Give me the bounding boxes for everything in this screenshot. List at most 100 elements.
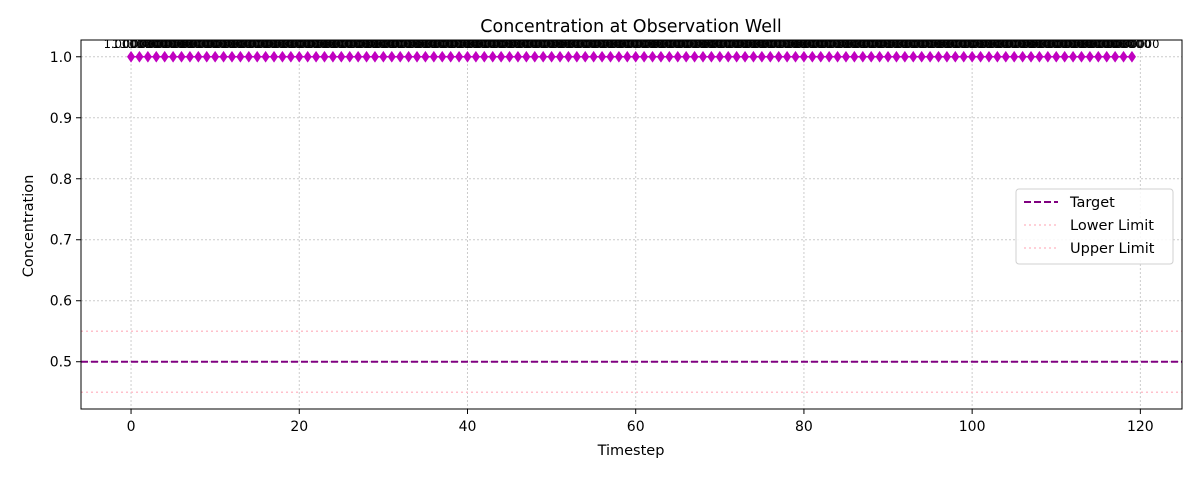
data-point — [530, 50, 539, 63]
data-label: 1.000000 — [1105, 37, 1160, 51]
data-point — [471, 50, 481, 63]
data-point — [774, 50, 783, 63]
data-point — [799, 50, 809, 63]
data-point — [354, 50, 363, 63]
data-point — [1127, 50, 1137, 63]
data-point — [412, 50, 422, 63]
data-point — [286, 50, 295, 63]
data-point — [909, 50, 918, 63]
data-point — [488, 50, 497, 63]
data-point — [656, 50, 666, 63]
data-point — [942, 50, 952, 63]
data-point — [194, 50, 203, 63]
data-point — [1060, 50, 1069, 63]
data-point — [160, 50, 169, 63]
x-tick-label: 0 — [127, 419, 136, 435]
data-point — [791, 50, 800, 63]
data-point — [673, 50, 682, 63]
data-point — [640, 50, 649, 63]
y-tick-label: 0.5 — [50, 355, 72, 371]
data-point — [1102, 50, 1111, 63]
data-point — [623, 50, 632, 63]
data-point — [370, 50, 380, 63]
data-point — [917, 50, 926, 63]
data-point — [724, 50, 733, 63]
data-point — [513, 50, 523, 63]
legend: Target Lower Limit Upper Limit — [1015, 188, 1174, 265]
data-point — [1018, 50, 1027, 63]
data-point — [900, 50, 909, 63]
data-point — [211, 50, 220, 63]
data-point — [269, 50, 279, 63]
data-point — [337, 50, 346, 63]
data-point — [749, 50, 758, 63]
data-point — [1010, 50, 1019, 63]
data-point — [867, 50, 876, 63]
data-point — [303, 50, 312, 63]
y-tick-label: 1.0 — [50, 50, 72, 66]
legend-entry: Upper Limit — [1070, 241, 1155, 257]
data-point — [757, 50, 766, 63]
data-point — [581, 50, 590, 63]
y-axis-label: Concentration — [21, 175, 37, 278]
data-point — [934, 50, 943, 63]
data-point — [219, 50, 228, 63]
data-point — [951, 50, 960, 63]
data-point — [168, 50, 178, 63]
data-point — [1068, 50, 1078, 63]
data-point — [555, 50, 565, 63]
data-point — [715, 50, 724, 63]
x-tick-label: 100 — [959, 419, 986, 435]
data-point — [429, 50, 438, 63]
data-point — [396, 50, 405, 63]
data-point — [597, 50, 607, 63]
data-point — [892, 50, 901, 63]
x-tick-label: 60 — [627, 419, 645, 435]
data-point — [446, 50, 455, 63]
data-point — [1001, 50, 1010, 63]
data-point — [539, 50, 548, 63]
data-point — [959, 50, 968, 63]
data-point — [1052, 50, 1061, 63]
data-point — [261, 50, 270, 63]
data-point — [589, 50, 598, 63]
data-point — [438, 50, 447, 63]
legend-entry: Lower Limit — [1070, 218, 1154, 234]
data-point — [858, 50, 867, 63]
data-point — [463, 50, 472, 63]
data-point — [1119, 50, 1128, 63]
data-point — [841, 50, 851, 63]
data-point — [480, 50, 489, 63]
data-point — [564, 50, 573, 63]
data-point — [135, 50, 144, 63]
data-point — [362, 50, 371, 63]
data-point — [505, 50, 514, 63]
data-point — [547, 50, 556, 63]
data-point — [631, 50, 640, 63]
data-point — [311, 50, 321, 63]
data-point — [1077, 50, 1086, 63]
data-point — [993, 50, 1002, 63]
data-point — [808, 50, 817, 63]
data-point — [404, 50, 413, 63]
data-point — [497, 50, 506, 63]
data-point — [1094, 50, 1103, 63]
x-tick-label: 20 — [290, 419, 308, 435]
data-point — [614, 50, 623, 63]
data-point — [295, 50, 304, 63]
data-point — [698, 50, 708, 63]
data-point — [606, 50, 615, 63]
chart-title: Concentration at Observation Well — [480, 17, 781, 37]
data-point — [387, 50, 396, 63]
data-point — [707, 50, 716, 63]
data-point — [883, 50, 893, 63]
data-point — [1085, 50, 1095, 63]
data-point — [665, 50, 674, 63]
data-point — [682, 50, 691, 63]
data-point — [1043, 50, 1052, 63]
data-point — [185, 50, 195, 63]
data-point — [875, 50, 884, 63]
y-tick-label: 0.7 — [50, 233, 72, 249]
data-point — [925, 50, 935, 63]
